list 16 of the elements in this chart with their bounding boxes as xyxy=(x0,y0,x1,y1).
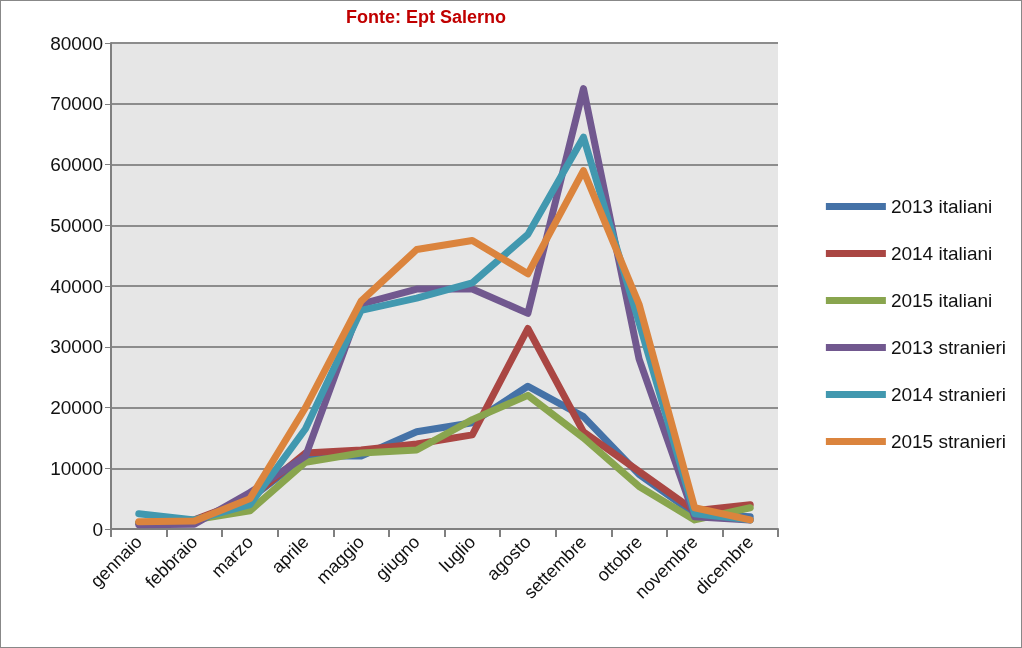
legend-label: 2015 stranieri xyxy=(890,431,1006,452)
y-tick-label: 50000 xyxy=(50,214,103,236)
y-tick-label: 70000 xyxy=(50,93,103,115)
y-tick-label: 10000 xyxy=(50,457,103,479)
y-tick-label: 0 xyxy=(92,518,103,540)
chart-title: Fonte: Ept Salerno xyxy=(345,7,507,27)
y-tick-label: 60000 xyxy=(50,154,103,175)
y-tick-label: 80000 xyxy=(50,32,103,54)
legend-label: 2013 stranieri xyxy=(890,337,1006,358)
legend-label: 2013 italiani xyxy=(890,196,993,217)
y-tick-label: 20000 xyxy=(50,397,103,418)
y-tick-label: 30000 xyxy=(50,336,103,358)
legend-label: 2014 italiani xyxy=(890,243,993,264)
y-tick-label: 40000 xyxy=(50,275,103,297)
legend-label: 2014 stranieri xyxy=(890,384,1006,405)
legend-label: 2015 italiani xyxy=(890,290,993,311)
